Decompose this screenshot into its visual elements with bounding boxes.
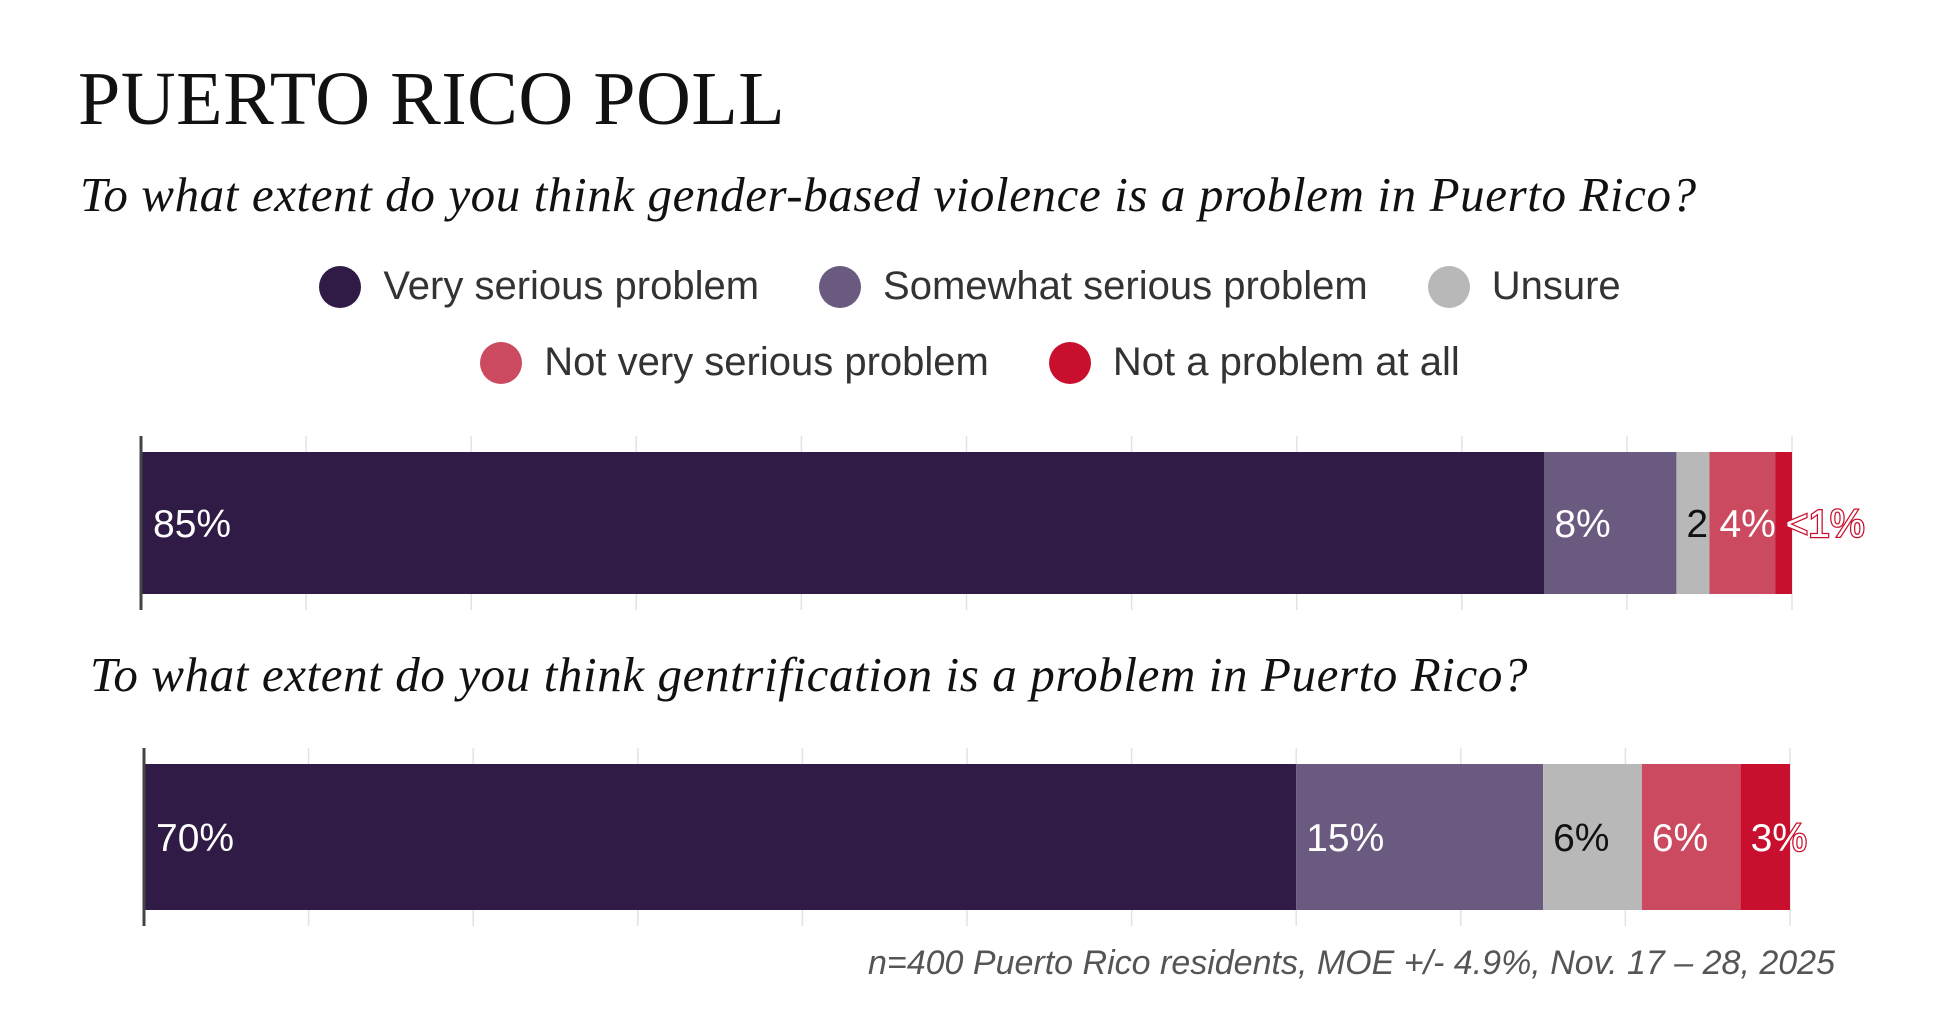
bar-segment-very-serious [141,452,1545,594]
legend-item-unsure: Unsure [1427,264,1621,309]
bar-segment-not-very-serious [1709,452,1776,594]
legend-item-very-serious: Very serious problem [319,264,759,309]
page-title: PUERTO RICO POLL [78,57,786,141]
data-label-somewhat-serious: 8% [1554,503,1610,546]
legend-item-not-very-serious: Not very serious problem [480,340,989,385]
legend-item-not-a-problem: Not a problem at all [1048,340,1460,385]
legend-item-somewhat-serious: Somewhat serious problem [819,264,1368,309]
data-label-unsure: 6% [1553,817,1609,860]
bar-segment-not-a-problem [1775,452,1792,594]
legend-swatch-somewhat-serious [819,265,862,308]
data-label-very-serious: 85% [153,503,231,546]
data-label-somewhat-serious: 15% [1306,817,1384,860]
legend-label-very-serious: Very serious problem [383,264,760,308]
legend-label-not-very-serious: Not very serious problem [544,340,989,384]
bar-segment-somewhat-serious [1544,452,1677,594]
data-label-not-a-problem: 3% [1751,817,1807,860]
data-label-very-serious: 70% [156,817,234,860]
legend-swatch-not-a-problem [1048,341,1091,384]
bar-segment-not-very-serious [1641,764,1741,910]
legend-row-2: Not very serious problem Not a problem a… [0,340,1940,385]
legend-swatch-not-very-serious [480,341,523,384]
legend-label-unsure: Unsure [1491,264,1621,308]
data-label-not-a-problem: <1% [1785,503,1864,546]
legend-swatch-very-serious [319,265,362,308]
chart-gentrification: 70% 15% 6% 6% 3% [142,748,1808,926]
data-label-not-very-serious: 6% [1652,817,1708,860]
legend-swatch-unsure [1427,265,1470,308]
bar-segment-unsure [1543,764,1642,910]
legend-label-somewhat-serious: Somewhat serious problem [883,264,1368,308]
bar-segment-very-serious [144,764,1297,910]
legend-label-not-a-problem: Not a problem at all [1112,340,1460,384]
bar-segment-somewhat-serious [1296,764,1544,910]
bar-segment-not-a-problem [1740,764,1790,910]
data-label-not-very-serious: 4% [1719,503,1775,546]
chart-gender-violence: 85%8%2%4%<1% [139,436,1866,610]
footnote: n=400 Puerto Rico residents, MOE +/- 4.9… [867,944,1835,982]
bar-segment-unsure [1676,452,1710,594]
legend-row-1: Very serious problem Somewhat serious pr… [0,264,1940,309]
question-gentrification: To what extent do you think gentrificati… [90,647,1529,702]
question-gender-violence: To what extent do you think gender-based… [80,167,1697,222]
